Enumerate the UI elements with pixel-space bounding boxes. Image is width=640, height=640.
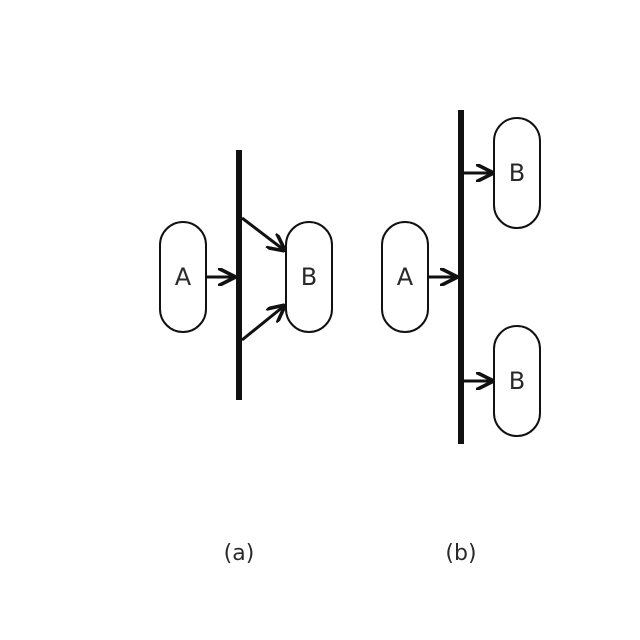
node-a-source: A <box>381 221 429 333</box>
sync-bar-a <box>236 150 242 400</box>
node-b-target: B <box>285 221 333 333</box>
node-b-top: B <box>493 117 541 229</box>
caption-a: (a) <box>224 541 255 566</box>
node-label: A <box>175 263 192 291</box>
node-label: B <box>509 367 525 395</box>
node-a-source: A <box>159 221 207 333</box>
connector-bar-to-b-upper <box>241 216 284 250</box>
sync-bar-b <box>458 110 464 444</box>
node-b-bottom: B <box>493 325 541 437</box>
diagram-b: A B B (b) <box>381 110 541 566</box>
connector-bar-to-b-lower <box>241 306 284 342</box>
caption-b: (b) <box>445 541 476 566</box>
node-label: A <box>397 263 414 291</box>
node-label: B <box>509 159 525 187</box>
node-label: B <box>301 263 317 291</box>
diagram-a: A B (a) <box>159 150 333 566</box>
